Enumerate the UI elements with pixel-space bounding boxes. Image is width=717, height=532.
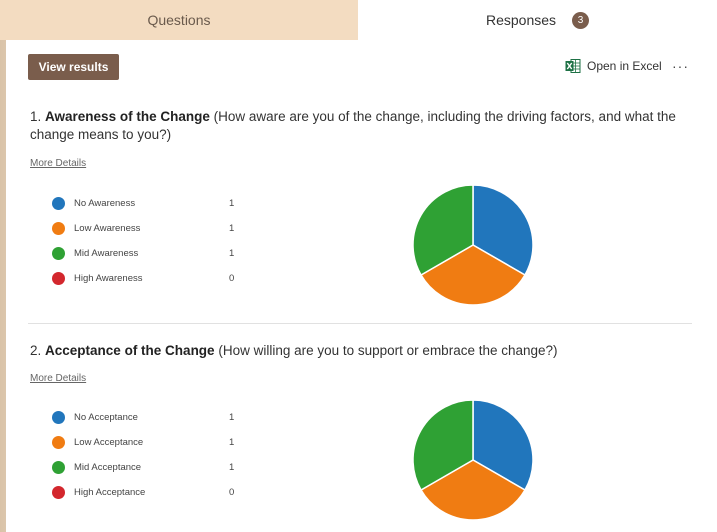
red-dot-icon — [52, 272, 65, 285]
pie-slice-no-awareness — [472, 184, 534, 277]
question-2-more-details-link[interactable]: More Details — [30, 373, 87, 384]
question-1-title: 1. Awareness of the Change (How aware ar… — [30, 108, 690, 144]
tab-responses[interactable]: Responses 3 — [358, 0, 717, 40]
legend-count: 1 — [229, 437, 235, 448]
question-1-pie-chart — [412, 184, 534, 306]
legend-item: Mid Acceptance 1 — [52, 455, 252, 480]
legend-item: Low Awareness 1 — [52, 216, 252, 241]
legend-count: 1 — [229, 248, 235, 259]
question-1-heading: Awareness of the Change — [45, 109, 210, 124]
legend-item: High Acceptance 0 — [52, 480, 252, 505]
blue-dot-icon — [52, 411, 65, 424]
legend-item: High Awareness 0 — [52, 266, 252, 291]
green-dot-icon — [52, 247, 65, 260]
red-dot-icon — [52, 486, 65, 499]
legend-label: No Awareness — [74, 198, 136, 209]
legend-label: High Acceptance — [74, 487, 146, 498]
legend-item: Mid Awareness 1 — [52, 241, 252, 266]
question-1-description: (How aware are you of the change, includ… — [30, 109, 676, 142]
excel-icon — [565, 59, 581, 73]
legend-item: No Awareness 1 — [52, 191, 252, 216]
question-2-title: 2. Acceptance of the Change (How willing… — [30, 342, 690, 360]
legend-item: Low Acceptance 1 — [52, 430, 252, 455]
responses-panel: View results Open in Excel ··· 1. Awaren… — [6, 40, 717, 532]
question-2: 2. Acceptance of the Change (How willing… — [30, 342, 690, 360]
orange-dot-icon — [52, 436, 65, 449]
legend-label: No Acceptance — [74, 412, 138, 423]
legend-count: 1 — [229, 412, 235, 423]
legend-count: 0 — [229, 273, 235, 284]
tab-bar: Questions Responses 3 — [0, 0, 717, 40]
question-2-legend: No Acceptance 1 Low Acceptance 1 Mid Acc… — [52, 405, 252, 505]
question-1-more-details-link[interactable]: More Details — [30, 158, 87, 169]
view-results-button[interactable]: View results — [28, 54, 119, 80]
question-1-number: 1. — [30, 109, 42, 124]
legend-count: 0 — [229, 487, 235, 498]
pie-slice-mid-awareness — [412, 184, 474, 277]
tab-questions-label: Questions — [147, 12, 211, 28]
legend-label: Low Acceptance — [74, 437, 144, 448]
responses-count-badge: 3 — [572, 11, 590, 29]
blue-dot-icon — [52, 197, 65, 210]
open-in-excel-button[interactable]: Open in Excel — [565, 58, 662, 74]
more-options-button[interactable]: ··· — [672, 58, 689, 74]
question-2-description: (How willing are you to support or embra… — [218, 343, 558, 358]
question-1: 1. Awareness of the Change (How aware ar… — [30, 108, 690, 144]
question-1-legend: No Awareness 1 Low Awareness 1 Mid Aware… — [52, 191, 252, 291]
section-divider — [28, 323, 692, 324]
pie-slice-no-acceptance — [472, 399, 534, 492]
green-dot-icon — [52, 461, 65, 474]
question-2-number: 2. — [30, 343, 42, 358]
tab-responses-label: Responses — [485, 12, 557, 28]
legend-label: Mid Awareness — [74, 248, 139, 259]
pie-slice-mid-acceptance — [412, 399, 474, 492]
legend-label: Low Awareness — [74, 223, 141, 234]
legend-label: High Awareness — [74, 273, 143, 284]
legend-count: 1 — [229, 198, 235, 209]
question-2-pie-chart — [412, 399, 534, 521]
legend-count: 1 — [229, 462, 235, 473]
legend-label: Mid Acceptance — [74, 462, 142, 473]
question-2-heading: Acceptance of the Change — [45, 343, 215, 358]
legend-count: 1 — [229, 223, 235, 234]
tab-questions[interactable]: Questions — [0, 0, 358, 40]
open-in-excel-label: Open in Excel — [587, 59, 662, 73]
legend-item: No Acceptance 1 — [52, 405, 252, 430]
orange-dot-icon — [52, 222, 65, 235]
